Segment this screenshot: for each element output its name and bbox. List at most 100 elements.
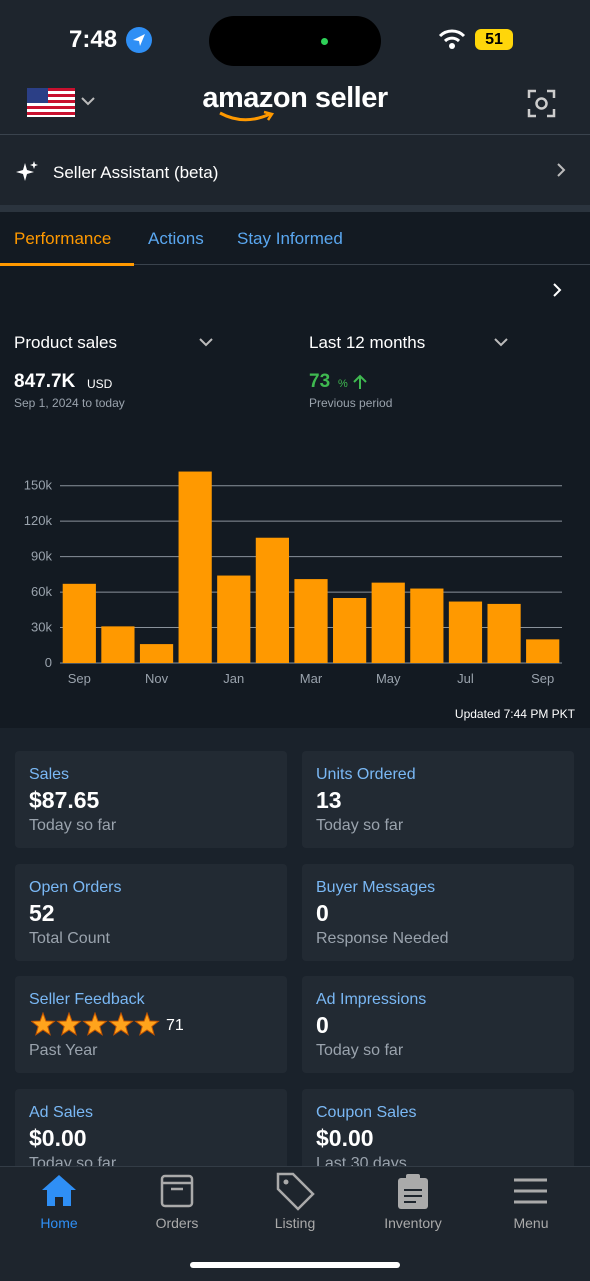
bar <box>255 537 289 663</box>
bar <box>487 603 521 663</box>
divider <box>0 134 590 135</box>
range: Sep 1, 2024 to today <box>14 396 125 410</box>
card-title: Coupon Sales <box>316 1103 417 1121</box>
y-tick-label: 60k <box>31 584 52 599</box>
change: 73 <box>309 371 331 392</box>
card-value: 13 <box>316 787 342 813</box>
bar <box>333 598 367 663</box>
scan-button[interactable] <box>527 89 556 118</box>
y-tick-label: 150k <box>24 478 53 493</box>
home-indicator <box>190 1262 400 1268</box>
card-value: 0 <box>316 1012 329 1038</box>
country-selector[interactable] <box>27 88 99 118</box>
bar <box>410 588 444 663</box>
card-caption: Today so far <box>316 817 404 834</box>
wifi-icon <box>438 29 466 49</box>
location-icon <box>126 27 152 53</box>
card[interactable]: Buyer Messages 0 Response Needed <box>302 863 574 961</box>
nav-label[interactable]: Orders <box>155 1215 199 1231</box>
sparkle-icon <box>16 161 38 181</box>
nav-label[interactable]: Menu <box>513 1215 549 1231</box>
card-title: Open Orders <box>29 878 122 896</box>
card-title: Sales <box>29 766 70 783</box>
card-value: 0 <box>316 899 329 926</box>
logo-smile <box>219 110 275 122</box>
tab[interactable]: Stay Informed <box>237 229 343 248</box>
bar <box>526 639 560 663</box>
nav-label[interactable]: Home <box>40 1215 78 1231</box>
bar <box>448 601 483 663</box>
y-tick-label: 120k <box>24 513 53 528</box>
logo: amazon seller <box>202 82 388 114</box>
camera-dot <box>321 38 328 45</box>
card[interactable]: Seller Feedback 71 Past Year <box>15 976 287 1073</box>
y-tick-label: 90k <box>31 549 52 564</box>
x-tick-label: May <box>376 671 401 686</box>
x-tick-label: Jan <box>223 671 244 686</box>
card-value: 52 <box>29 899 55 926</box>
chart-note: Updated 7:44 PM PKT <box>455 707 576 721</box>
period-selector[interactable]: Last 12 months <box>309 333 426 352</box>
card[interactable]: Open Orders 52 Total Count <box>15 863 287 961</box>
bar <box>294 579 328 663</box>
tab[interactable]: Actions <box>148 229 204 248</box>
card-value: $0.00 <box>29 1124 87 1151</box>
x-tick-label: Mar <box>300 671 323 686</box>
nav-icons <box>42 1172 547 1211</box>
tabs-divider <box>0 264 590 265</box>
y-tick-label: 30k <box>31 620 52 635</box>
x-tick-label: Sep <box>531 671 554 686</box>
chevron <box>557 163 566 177</box>
card-title: Units Ordered <box>316 766 416 783</box>
nav-label[interactable]: Listing <box>274 1215 316 1231</box>
card-caption: Total Count <box>29 929 110 947</box>
battery: 51 <box>475 29 513 50</box>
total: 847.7K <box>14 371 76 392</box>
metric-selector[interactable]: Product sales <box>14 333 117 352</box>
change-label: Previous period <box>309 396 393 410</box>
y-tick-label: 0 <box>45 655 52 670</box>
tab-underline <box>0 263 134 266</box>
clock: 7:48 <box>69 26 118 53</box>
card-caption: Past Year <box>29 1042 98 1059</box>
star <box>31 1012 56 1036</box>
bar <box>217 575 251 663</box>
card-value: $87.65 <box>29 787 100 813</box>
card[interactable]: Ad Impressions 0 Today so far <box>302 976 574 1073</box>
unit: USD <box>87 377 113 391</box>
card-title: Ad Sales <box>29 1103 94 1121</box>
star <box>108 1012 134 1036</box>
x-tick-label: Nov <box>145 671 169 686</box>
dropdown-icon <box>199 338 213 347</box>
bar <box>62 583 96 663</box>
card-title: Seller Feedback <box>29 991 145 1008</box>
card-title: Ad Impressions <box>316 991 427 1008</box>
bar <box>101 626 135 663</box>
card[interactable]: Sales $87.65 Today so far <box>15 751 287 848</box>
card-caption: Today so far <box>316 1042 404 1059</box>
chart: 0 30k 60k 90k 120k 150k Sep Nov Jan Mar May Jul Sep U… <box>24 471 576 721</box>
dropdown-icon <box>494 338 508 347</box>
x-tick-label: Jul <box>457 671 474 686</box>
card[interactable]: Units Ordered 13 Today so far <box>302 751 574 848</box>
star <box>82 1012 108 1036</box>
bottom-nav <box>0 1166 590 1281</box>
card-caption: Response Needed <box>316 929 449 947</box>
star <box>56 1012 82 1036</box>
nav-label[interactable]: Inventory <box>384 1215 442 1231</box>
card-value: $0.00 <box>316 1124 374 1151</box>
bar <box>178 471 212 663</box>
card-title: Buyer Messages <box>316 878 436 896</box>
bar <box>371 582 405 663</box>
tab[interactable]: Performance <box>14 229 112 248</box>
star <box>134 1012 160 1036</box>
up-arrow <box>353 374 367 389</box>
x-tick-label: Sep <box>68 671 91 686</box>
assistant-row[interactable] <box>0 135 590 205</box>
stars <box>31 1012 160 1036</box>
dynamic-island <box>209 16 381 66</box>
card-caption: Today so far <box>29 817 117 834</box>
chevron[interactable] <box>551 282 563 298</box>
rating-count: 71 <box>166 1017 184 1034</box>
